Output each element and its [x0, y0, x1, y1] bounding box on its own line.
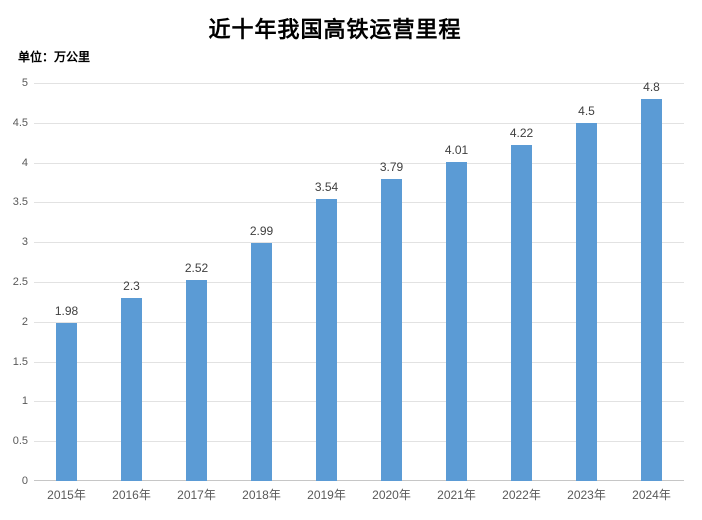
y-axis-tick-label: 0	[21, 475, 28, 487]
bar-2016年	[121, 297, 142, 481]
gridline	[34, 162, 684, 164]
x-axis-tick-label: 2015年	[47, 488, 86, 502]
bar-value-label: 3.79	[379, 160, 404, 175]
y-axis-tick-label: 4	[21, 156, 28, 169]
gridline	[34, 122, 684, 124]
bar-2018年	[251, 242, 272, 481]
x-axis-tick-label: 2020年	[372, 488, 411, 502]
x-axis-tick-label: 2018年	[242, 488, 281, 502]
y-axis-tick-label: 0.5	[12, 435, 28, 448]
gridline	[34, 401, 684, 403]
gridline	[34, 282, 684, 283]
y-axis-tick-label: 3.5	[12, 196, 28, 209]
x-axis-tick-label: 2021年	[437, 488, 476, 502]
gridline	[34, 361, 684, 363]
bar-2020年	[381, 179, 402, 481]
y-axis-tick-label: 4.5	[12, 116, 28, 129]
bar-2019年	[316, 199, 337, 481]
bar-value-label: 4.01	[444, 142, 469, 157]
y-axis-tick-label: 2	[21, 315, 28, 328]
bar-2022年	[511, 145, 532, 481]
x-axis-line	[34, 480, 684, 481]
y-axis-tick-label: 1	[21, 395, 28, 408]
bar-value-label: 1.98	[54, 304, 79, 319]
bar-2015年	[56, 323, 77, 481]
gridline	[34, 242, 684, 244]
bar-value-label: 2.3	[123, 278, 140, 293]
unit-label: 单位：万公里	[18, 50, 91, 64]
bar-value-label: 2.99	[249, 223, 274, 238]
gridline	[34, 83, 684, 84]
bar-value-label: 4.8	[643, 79, 660, 94]
gridline	[34, 441, 684, 443]
bar-2017年	[186, 280, 207, 481]
bar-2023年	[576, 122, 597, 481]
bar-value-label: 4.5	[578, 103, 595, 118]
gridline	[34, 202, 684, 204]
y-axis-tick-label: 1.5	[12, 355, 28, 368]
x-axis-tick-label: 2024年	[632, 488, 671, 502]
bar-2021年	[446, 161, 467, 481]
x-axis-tick-label: 2016年	[112, 488, 151, 502]
gridline	[34, 321, 684, 323]
bar-value-label: 3.54	[314, 180, 339, 195]
bar-2024年	[641, 98, 662, 481]
x-axis-tick-label: 2022年	[502, 488, 541, 502]
y-axis-tick-label: 2.5	[12, 276, 28, 288]
x-axis-tick-label: 2023年	[567, 488, 606, 502]
x-axis-tick-label: 2017年	[177, 488, 216, 502]
chart-title: 近十年我国高铁运营里程	[208, 17, 462, 42]
bar-value-label: 4.22	[509, 126, 534, 141]
y-axis-tick-label: 5	[21, 77, 28, 89]
y-axis-tick-label: 3	[21, 236, 28, 249]
bar-value-label: 2.52	[184, 261, 209, 276]
plot-area	[34, 83, 684, 481]
x-axis-tick-label: 2019年	[307, 488, 346, 502]
